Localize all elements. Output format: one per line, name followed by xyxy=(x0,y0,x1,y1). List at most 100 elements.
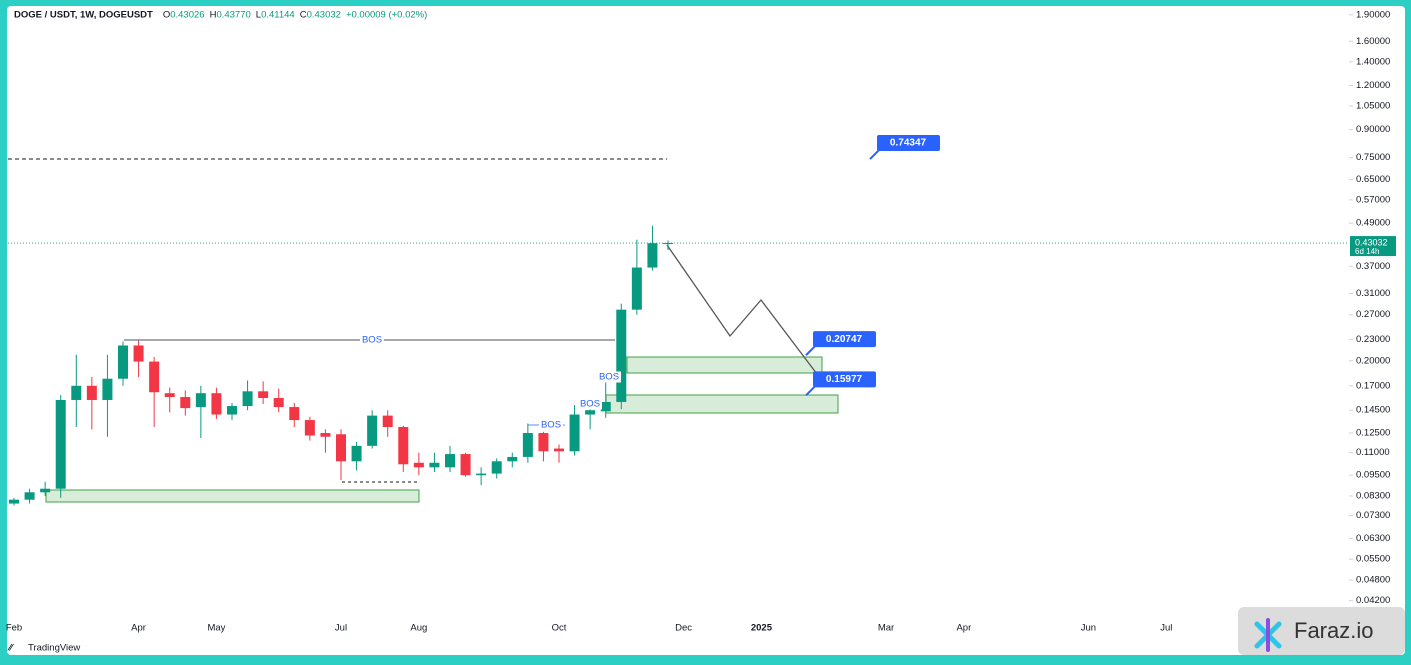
demand-zone xyxy=(45,489,420,503)
candle-body xyxy=(227,406,237,415)
candle-body xyxy=(304,420,315,436)
symbol: DOGE / USDT, 1W, DOGEUSDT xyxy=(14,10,153,21)
candle-body xyxy=(149,361,160,393)
y-tick-label: 0.12500 xyxy=(1356,428,1390,439)
y-tick-label: 1.05000 xyxy=(1356,101,1390,112)
y-tick-label: 0.09500 xyxy=(1356,470,1390,481)
badge-text: Faraz.io xyxy=(1294,618,1373,643)
demand-zone xyxy=(626,356,823,374)
bos-label-bg xyxy=(596,371,622,383)
candle-body xyxy=(164,393,175,398)
candle-body xyxy=(569,414,580,452)
y-tick-label: 0.11000 xyxy=(1356,447,1390,458)
price-label: 0.15977 xyxy=(826,374,863,385)
y-tick-label: 0.04800 xyxy=(1356,575,1390,586)
y-tick-label: 0.08300 xyxy=(1356,490,1390,501)
y-tick-label: 0.37000 xyxy=(1356,261,1390,272)
y-tick-label: 1.90000 xyxy=(1356,9,1390,20)
candle-body xyxy=(382,415,393,428)
ohlc-value: 0.41144 xyxy=(261,10,295,21)
countdown: 6d 14h xyxy=(1355,247,1379,256)
candle-body xyxy=(445,454,455,468)
ohlc-key: C xyxy=(300,10,307,21)
ohlc-value: 0.43026 xyxy=(170,10,204,21)
candle-body xyxy=(616,309,627,402)
y-tick-label: 0.05500 xyxy=(1356,554,1390,565)
price-label: 0.74347 xyxy=(890,138,927,149)
x-tick-label: Jul xyxy=(335,623,347,634)
demand-zone xyxy=(605,394,839,414)
y-tick-label: 0.90000 xyxy=(1356,124,1390,135)
ohlc-key: O xyxy=(163,10,170,21)
x-tick-label: 2025 xyxy=(751,623,773,634)
y-tick-label: 0.17000 xyxy=(1356,380,1390,391)
x-tick-label: Feb xyxy=(6,623,22,634)
watermark: TradingView xyxy=(28,643,80,654)
candle-body xyxy=(585,410,596,415)
x-tick-label: Mar xyxy=(878,623,894,634)
candle-body xyxy=(24,492,35,500)
candle-body xyxy=(522,433,533,457)
candle-body xyxy=(195,393,206,408)
candle-body xyxy=(71,385,82,400)
bos-label-bg xyxy=(538,419,564,431)
header: DOGE / USDT, 1W, DOGEUSDT xyxy=(14,10,153,21)
candle-body xyxy=(367,415,378,446)
price-label: 0.20747 xyxy=(826,334,863,345)
candle-body xyxy=(336,434,346,462)
y-tick-label: 0.49000 xyxy=(1356,218,1390,229)
candle-body xyxy=(258,391,269,399)
change: +0.00009 (+0.02%) xyxy=(346,10,427,21)
x-tick-label: Jun xyxy=(1081,623,1096,634)
x-tick-label: Apr xyxy=(956,623,971,634)
candle-body xyxy=(211,393,222,415)
candle-body xyxy=(40,488,51,493)
chart-background xyxy=(7,6,1405,655)
candle-body xyxy=(180,397,191,409)
y-tick-label: 1.40000 xyxy=(1356,56,1390,67)
candles xyxy=(9,225,673,506)
y-tick-label: 1.20000 xyxy=(1356,80,1390,91)
y-tick-label: 0.57000 xyxy=(1356,194,1390,205)
candle-body xyxy=(55,399,66,489)
bos-label-bg xyxy=(359,334,385,346)
price-label-box xyxy=(877,135,940,152)
candle-body xyxy=(460,454,471,476)
bos-label: BOS xyxy=(362,335,382,346)
x-tick-label: Oct xyxy=(552,623,567,634)
bos-label: BOS xyxy=(599,372,619,383)
projection-path xyxy=(666,244,821,379)
last-price-box xyxy=(1350,236,1396,257)
y-tick-label: 0.20000 xyxy=(1356,355,1390,366)
candle-body xyxy=(429,462,440,468)
candle-body xyxy=(320,433,331,437)
tv-logo: ⁄⁄ xyxy=(7,643,15,654)
badge: Faraz.io xyxy=(1238,607,1405,655)
ohlc-value: 0.43032 xyxy=(307,10,341,21)
candle-body xyxy=(491,461,502,474)
x-tick-label: May xyxy=(207,623,225,634)
y-tick-label: 0.31000 xyxy=(1356,288,1390,299)
price-label-box xyxy=(813,331,876,348)
y-tick-label: 0.07300 xyxy=(1356,510,1390,521)
candle-body xyxy=(9,499,19,504)
x-tick-label: Dec xyxy=(675,623,692,634)
ohlc-value: 0.43770 xyxy=(216,10,250,21)
bos-label-bg xyxy=(577,398,603,410)
candle-body xyxy=(413,462,424,468)
candle-body xyxy=(538,433,549,452)
candle-body xyxy=(476,473,487,476)
candle-body xyxy=(242,391,253,407)
candle-body xyxy=(647,243,658,268)
candle-body xyxy=(507,456,518,462)
candle-body xyxy=(102,378,113,400)
bos-label: BOS xyxy=(541,420,561,431)
last-price-label: 0.43032 xyxy=(1355,237,1388,247)
ohlc-key: L xyxy=(256,10,261,21)
price-label-box xyxy=(813,371,876,388)
y-tick-label: 0.65000 xyxy=(1356,174,1390,185)
candle-body xyxy=(600,401,611,412)
candle-body xyxy=(86,385,97,400)
